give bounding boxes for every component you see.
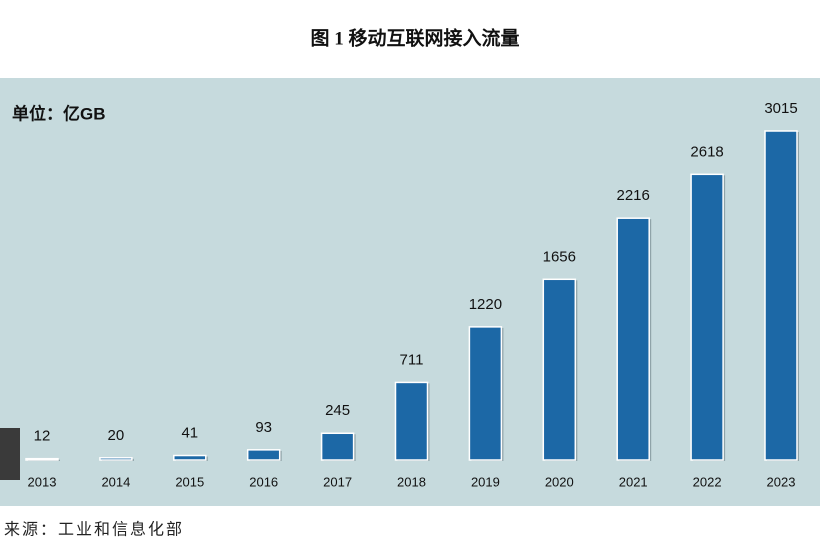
bar <box>690 173 724 461</box>
bar <box>468 326 503 461</box>
x-tick-label: 2019 <box>471 474 500 489</box>
value-label: 93 <box>255 419 272 436</box>
value-label: 12 <box>34 428 51 445</box>
value-label: 41 <box>181 424 198 441</box>
value-label: 245 <box>325 402 350 419</box>
unit-label: 单位：亿GB <box>12 103 106 123</box>
x-tick-label: 2013 <box>28 474 57 489</box>
x-tick-label: 2016 <box>249 474 278 489</box>
chart-title: 图 1 移动互联网接入流量 <box>310 26 519 49</box>
bar <box>764 130 798 461</box>
bar <box>25 457 59 461</box>
value-label: 1656 <box>543 248 576 265</box>
value-label: 1220 <box>469 296 502 313</box>
x-tick-label: 2023 <box>767 474 796 489</box>
x-tick-label: 2017 <box>323 474 352 489</box>
x-tick-label: 2018 <box>397 474 426 489</box>
bar <box>99 457 133 461</box>
source: 来源：工业和信息化部 <box>4 521 184 539</box>
x-tick-label: 2021 <box>619 474 648 489</box>
value-label: 20 <box>108 427 125 444</box>
x-tick-label: 2020 <box>545 474 574 489</box>
x-tick-label: 2015 <box>175 474 204 489</box>
x-tick-label: 2022 <box>693 474 722 489</box>
bar <box>616 217 650 461</box>
bar <box>394 381 429 461</box>
bar <box>542 278 577 461</box>
x-tick-label: 2014 <box>101 474 130 489</box>
bar <box>246 449 281 461</box>
value-label: 711 <box>400 351 424 368</box>
bar <box>320 432 355 461</box>
value-label: 2216 <box>617 187 650 204</box>
side-tab <box>0 428 20 480</box>
value-label: 3015 <box>764 100 797 117</box>
bar <box>173 454 207 461</box>
value-label: 2618 <box>690 143 723 160</box>
